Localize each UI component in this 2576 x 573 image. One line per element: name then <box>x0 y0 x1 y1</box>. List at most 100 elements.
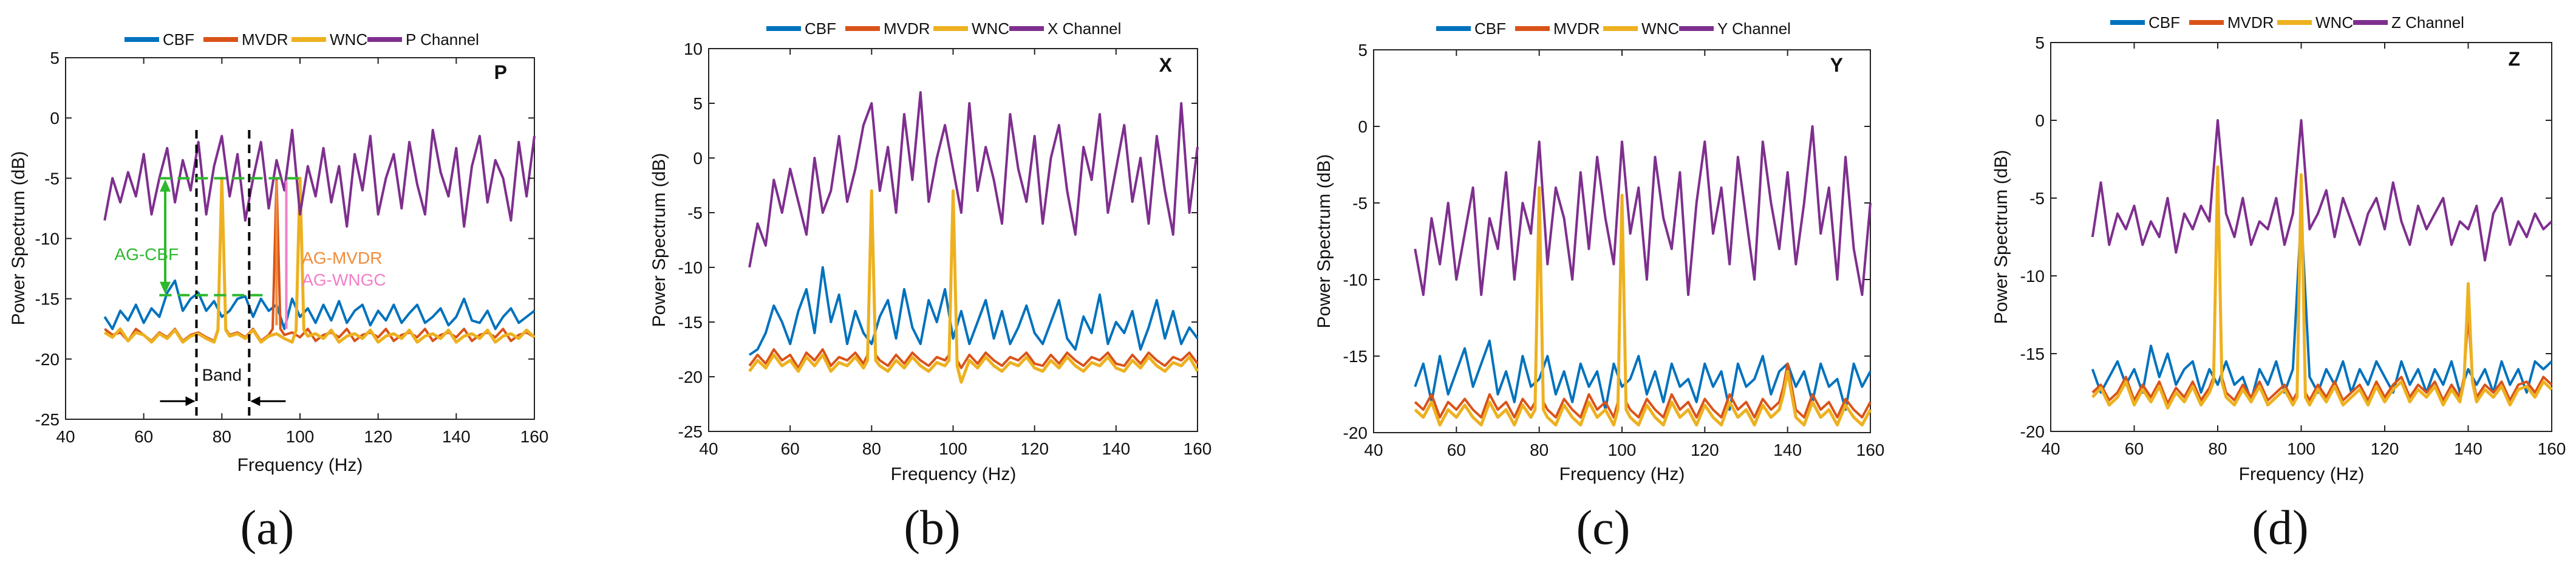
x-tick-label: 80 <box>2208 439 2227 458</box>
y-tick-label: -25 <box>35 410 60 429</box>
x-tick-label: 160 <box>1184 439 1212 458</box>
legend-label-channel: Z Channel <box>2391 13 2464 32</box>
x-tick-label: 80 <box>213 427 231 446</box>
x-tick-label: 140 <box>442 427 471 446</box>
series-line-x-channel <box>748 91 1199 268</box>
legend-label-channel: Y Channel <box>1717 19 1791 38</box>
y-tick-label: -20 <box>35 350 60 369</box>
x-tick-label: 120 <box>364 427 392 446</box>
x-tick-label: 40 <box>1364 441 1383 459</box>
corner-label: Y <box>1830 54 1843 76</box>
y-tick-label: -20 <box>2020 422 2045 441</box>
x-tick-label: 140 <box>2454 439 2482 458</box>
series-line-y-channel <box>1414 125 1872 297</box>
legend: CBF MVDR WNC P Channel <box>124 30 479 49</box>
x-tick-label: 160 <box>2538 439 2566 458</box>
x-axis-label: Frequency (Hz) <box>1559 464 1685 484</box>
ag-cbf-arrowhead-bottom <box>160 281 171 294</box>
y-tick-label: 5 <box>693 94 703 113</box>
legend-label-channel: X Channel <box>1048 19 1121 38</box>
y-tick-label: -15 <box>678 313 703 332</box>
x-tick-label: 40 <box>699 439 718 458</box>
x-tick-label: 100 <box>286 427 315 446</box>
x-tick-label: 60 <box>134 427 153 446</box>
x-tick-label: 80 <box>862 439 881 458</box>
ag-wngc-label: AG-WNGC <box>302 270 386 289</box>
x-tick-label: 60 <box>1447 441 1466 459</box>
y-axis-label: Power Spectrum (dB) <box>9 151 29 326</box>
panel-a: Band AG-CBF AG-MVDR AG-WNGC 40 60 80 100 120 140… <box>9 30 548 555</box>
x-axis-label: Frequency (Hz) <box>2239 464 2365 484</box>
y-axis-label: Power Spectrum (dB) <box>649 153 669 328</box>
y-tick-label: -5 <box>1352 194 1368 213</box>
y-tick-label: -5 <box>44 169 60 188</box>
x-tick-label: 100 <box>2287 439 2315 458</box>
y-tick-label: 0 <box>693 149 703 168</box>
y-tick-label: -15 <box>2020 345 2045 363</box>
ag-mvdr-label: AG-MVDR <box>302 249 382 267</box>
series-line-z-channel <box>2091 119 2553 262</box>
x-tick-label: 160 <box>520 427 549 446</box>
ag-cbf-label: AG-CBF <box>114 245 179 264</box>
band-label: Band <box>202 366 242 385</box>
y-tick-label: 5 <box>1358 41 1368 60</box>
panel-d: 40 60 80 100 120 140 160 -20 -15 -10 -5 0 5 CBF MVDR… <box>1991 13 2566 555</box>
x-tick-label: 60 <box>2125 439 2144 458</box>
panel-label: (a) <box>240 501 295 555</box>
y-tick-label: -15 <box>1343 347 1368 366</box>
y-tick-label: 0 <box>2035 111 2045 130</box>
corner-label: Z <box>2508 48 2520 70</box>
y-tick-label: 5 <box>2035 33 2045 52</box>
x-tick-label: 40 <box>56 427 75 446</box>
y-axis-label: Power Spectrum (dB) <box>1314 154 1334 329</box>
legend: CBF MVDR WNC Z Channel <box>2110 13 2464 32</box>
x-tick-label: 140 <box>1773 441 1802 459</box>
panel-label: (c) <box>1576 501 1630 555</box>
plot-frame <box>65 57 535 420</box>
panel-b: 40 60 80 100 120 140 160 -25 -20 -15 -10 -5 0 5 10 CBF… <box>649 19 1211 555</box>
y-tick-label: 0 <box>50 109 60 128</box>
y-tick-label: -5 <box>2029 189 2045 208</box>
series-line-p-channel <box>103 129 536 228</box>
legend-label-wnc: WNC <box>2315 13 2353 32</box>
x-axis-label: Frequency (Hz) <box>237 455 363 475</box>
legend-label-cbf: CBF <box>1474 19 1506 38</box>
series-line-wnc <box>748 189 1199 384</box>
y-tick-label: -10 <box>678 258 703 277</box>
y-tick-label: -10 <box>1343 270 1368 289</box>
series-line-cbf <box>103 279 536 331</box>
series-line-wnc <box>103 176 536 344</box>
series-line-mvdr <box>748 190 1199 369</box>
legend-label-mvdr: MVDR <box>242 30 288 49</box>
ag-cbf-arrowhead-top <box>160 179 171 192</box>
x-tick-label: 40 <box>2041 439 2060 458</box>
legend-label-wnc: WNC <box>1641 19 1679 38</box>
x-tick-label: 100 <box>1608 441 1637 459</box>
y-tick-label: -5 <box>687 204 703 222</box>
corner-label: P <box>494 61 507 83</box>
y-tick-label: 10 <box>684 39 703 58</box>
x-tick-label: 160 <box>1856 441 1885 459</box>
series-line-cbf <box>748 266 1199 356</box>
legend-label-mvdr: MVDR <box>884 19 930 38</box>
legend: CBF MVDR WNC Y Channel <box>1436 19 1791 38</box>
y-tick-label: -25 <box>678 422 703 441</box>
x-tick-label: 140 <box>1102 439 1130 458</box>
legend-label-mvdr: MVDR <box>2227 13 2274 32</box>
legend-label-channel: P Channel <box>406 30 479 49</box>
series-line-cbf <box>1414 339 1872 411</box>
y-tick-label: -20 <box>1343 424 1368 442</box>
x-tick-label: 120 <box>1691 441 1719 459</box>
legend-label-mvdr: MVDR <box>1553 19 1600 38</box>
x-axis-label: Frequency (Hz) <box>891 464 1017 484</box>
corner-label: X <box>1159 54 1173 76</box>
y-tick-label: 5 <box>50 49 60 67</box>
y-tick-label: -10 <box>35 230 60 249</box>
legend-label-cbf: CBF <box>2148 13 2180 32</box>
band-arrowhead-right <box>250 396 261 407</box>
panel-c: 40 60 80 100 120 140 160 -20 -15 -10 -5 0 5 CBF MVDR… <box>1314 19 1884 555</box>
panel-label: (d) <box>2252 501 2308 555</box>
y-tick-label: 0 <box>1358 117 1368 136</box>
legend-label-cbf: CBF <box>805 19 836 38</box>
